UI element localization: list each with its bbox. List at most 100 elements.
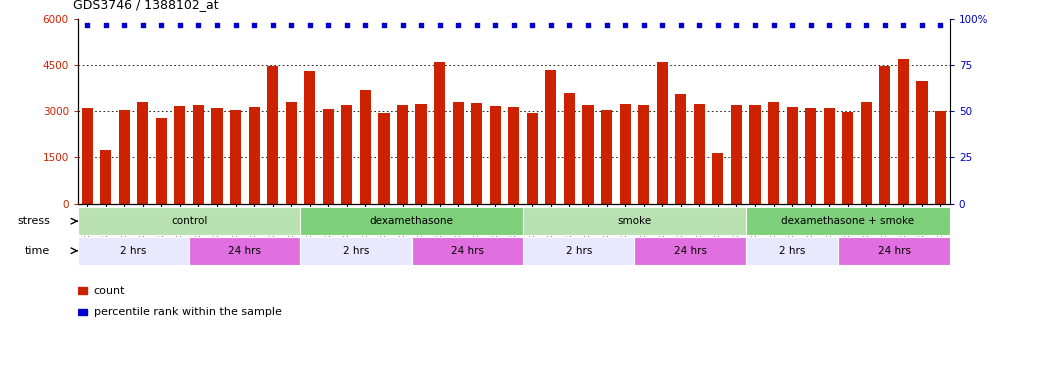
Bar	[745, 207, 950, 235]
Point	[246, 22, 263, 28]
Point	[283, 22, 300, 28]
Bar	[300, 207, 523, 235]
Bar	[768, 102, 780, 204]
Text: 24 hrs: 24 hrs	[674, 246, 707, 256]
Point	[913, 22, 930, 28]
Point	[858, 22, 875, 28]
Point	[543, 22, 559, 28]
Bar	[509, 107, 519, 204]
Bar	[564, 93, 575, 204]
Bar	[300, 237, 412, 265]
Point	[598, 22, 614, 28]
Text: dexamethasone + smoke: dexamethasone + smoke	[782, 216, 914, 226]
Point	[728, 22, 744, 28]
Point	[468, 22, 485, 28]
Text: 24 hrs: 24 hrs	[228, 246, 262, 256]
Point	[635, 22, 652, 28]
Point	[227, 22, 244, 28]
Point	[562, 22, 578, 28]
Bar	[839, 237, 950, 265]
Point	[394, 22, 411, 28]
Bar	[523, 207, 745, 235]
Point	[617, 22, 633, 28]
Bar	[545, 70, 556, 204]
Bar	[156, 118, 167, 204]
Bar	[935, 111, 946, 204]
Text: count: count	[93, 286, 125, 296]
Bar	[397, 105, 408, 204]
Text: percentile rank within the sample: percentile rank within the sample	[93, 307, 281, 317]
Bar	[285, 101, 297, 204]
Bar	[189, 237, 300, 265]
Text: 2 hrs: 2 hrs	[343, 246, 370, 256]
Point	[746, 22, 763, 28]
Bar	[412, 237, 523, 265]
Text: 2 hrs: 2 hrs	[566, 246, 592, 256]
Point	[320, 22, 336, 28]
Bar	[861, 103, 872, 204]
Text: stress: stress	[18, 216, 50, 226]
Bar	[434, 61, 445, 204]
Bar	[675, 94, 686, 204]
Text: 2 hrs: 2 hrs	[120, 246, 146, 256]
Bar	[174, 106, 186, 204]
Point	[338, 22, 355, 28]
Bar	[248, 108, 260, 204]
Point	[876, 22, 893, 28]
Bar	[749, 105, 761, 204]
Point	[449, 22, 466, 28]
Text: time: time	[25, 246, 50, 256]
Text: smoke: smoke	[618, 216, 652, 226]
Bar	[100, 150, 111, 204]
Point	[765, 22, 782, 28]
Point	[432, 22, 448, 28]
Bar	[601, 110, 612, 204]
Bar	[490, 106, 500, 204]
Bar	[379, 113, 389, 204]
Point	[579, 22, 596, 28]
Point	[506, 22, 522, 28]
Bar	[582, 105, 594, 204]
Point	[673, 22, 689, 28]
Bar	[323, 109, 334, 204]
Point	[135, 22, 152, 28]
Bar	[230, 110, 241, 204]
Bar	[712, 153, 723, 204]
Bar	[118, 110, 130, 204]
Point	[802, 22, 819, 28]
Point	[710, 22, 727, 28]
Point	[153, 22, 169, 28]
Point	[116, 22, 133, 28]
Bar	[917, 81, 928, 204]
Bar	[82, 108, 92, 204]
Text: 24 hrs: 24 hrs	[450, 246, 484, 256]
Bar	[805, 108, 816, 204]
Point	[265, 22, 281, 28]
Text: dexamethasone: dexamethasone	[370, 216, 454, 226]
Point	[932, 22, 949, 28]
Bar	[360, 90, 371, 204]
Text: 2 hrs: 2 hrs	[778, 246, 805, 256]
Point	[209, 22, 225, 28]
Bar	[415, 104, 427, 204]
Point	[895, 22, 911, 28]
Bar	[267, 66, 278, 204]
Point	[487, 22, 503, 28]
Bar	[657, 61, 667, 204]
Bar	[745, 237, 839, 265]
Point	[376, 22, 392, 28]
Text: 24 hrs: 24 hrs	[877, 246, 910, 256]
Point	[524, 22, 541, 28]
Bar	[193, 105, 204, 204]
Point	[357, 22, 374, 28]
Point	[301, 22, 318, 28]
Bar	[823, 108, 835, 204]
Bar	[78, 309, 86, 315]
Point	[840, 22, 856, 28]
Point	[654, 22, 671, 28]
Point	[691, 22, 708, 28]
Bar	[787, 108, 797, 204]
Bar	[78, 207, 300, 235]
Bar	[304, 71, 316, 204]
Bar	[638, 105, 649, 204]
